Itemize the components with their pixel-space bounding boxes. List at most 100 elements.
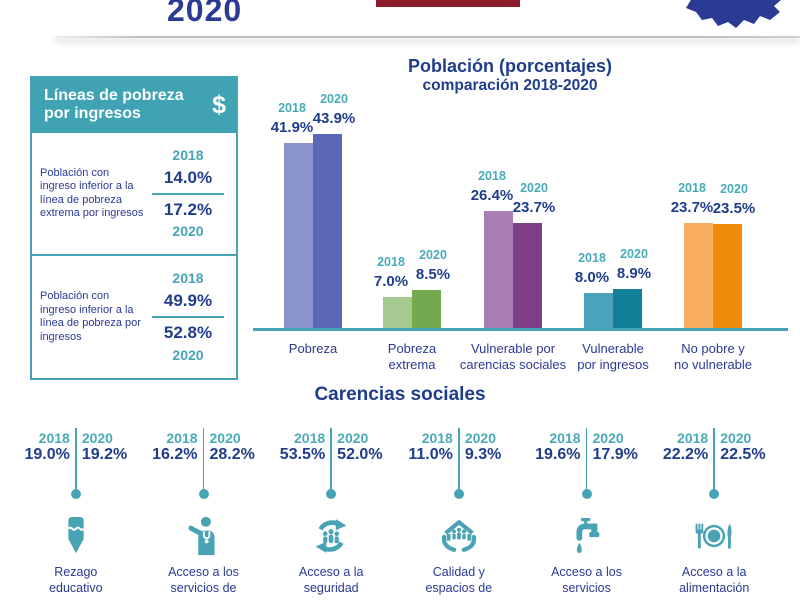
poverty-line-label: Población con ingreso inferior a la líne… (40, 290, 141, 343)
carencia-item: 2018 2020 16.2% 28.2% Acceso a los servi… (140, 424, 268, 600)
carencia-item: 2018 2020 19.6% 17.9% Acceso a los servi… (523, 424, 651, 600)
carencia-item: 2018 2020 11.0% 9.3% Calidad y espacios … (395, 424, 523, 600)
carencia-year-2020: 2020 (337, 430, 369, 446)
carencia-divider-line (458, 428, 460, 494)
chart-titles: Población (porcentajes) comparación 2018… (320, 56, 700, 95)
carencia-connector-dot (581, 489, 592, 499)
bar-year-label: 2020 (320, 91, 348, 106)
bar-year-label: 2020 (720, 182, 748, 197)
carencia-divider-line (75, 428, 77, 494)
carencia-value-2020: 17.9% (592, 446, 638, 463)
carencia-value-2018: 11.0% (408, 446, 453, 463)
carencia-values: 11.0% 9.3% (395, 446, 523, 464)
carencia-year-2018: 2018 (38, 430, 70, 446)
carencia-divider-line (585, 428, 588, 494)
carencia-label: Rezago educativo (49, 565, 103, 595)
category-label: No pobre y no vulnerable (673, 341, 753, 372)
bar-2018-group5 (684, 223, 713, 328)
poverty-lines-box-header: Líneas de pobreza por ingresos $ (32, 78, 236, 133)
bar-2020-group5 (713, 224, 742, 328)
poverty-line-values: 2018 49.9% 52.8% 2020 (146, 268, 230, 366)
bar-2020-group2 (412, 290, 441, 328)
bar-year-label: 2018 (278, 100, 306, 115)
carencia-item: 2018 2020 53.5% 52.0% Acceso a la seguri… (267, 424, 395, 600)
bar-year-label: 2020 (419, 248, 447, 263)
carencia-year-2020: 2020 (720, 430, 752, 446)
carencias-indicators: 2018 2020 19.0% 19.2% Rezago educativo 2… (12, 424, 778, 600)
poverty-line-label: Población con ingreso inferior a la líne… (40, 166, 144, 219)
carencia-value-2018: 22.2% (662, 446, 709, 463)
bar-year-label: 2018 (478, 169, 506, 184)
carencia-value-2018: 53.5% (279, 446, 326, 463)
carencia-values: 19.0% 19.2% (12, 446, 140, 464)
carencia-year-2020: 2020 (592, 430, 624, 446)
value-separator-line (152, 192, 224, 195)
value-bottom: 52.8% (163, 323, 213, 343)
category-label: Pobreza extrema (387, 341, 437, 372)
carencia-value-2018: 19.6% (535, 446, 581, 463)
poverty-lines-box: Líneas de pobreza por ingresos $ Poblaci… (30, 76, 238, 380)
bar-value-label: 8.0% (574, 268, 610, 286)
year-top-label: 2018 (172, 146, 204, 163)
year-bottom-label: 2020 (172, 346, 204, 363)
bar-2018-group1 (284, 142, 313, 328)
poverty-line-row: Población con ingreso inferior a la líne… (32, 133, 236, 255)
carencias-title: Carencias sociales (314, 384, 486, 405)
water-tap-icon (564, 513, 610, 559)
category-label: Vulnerable por ingresos (577, 341, 649, 372)
chart-subtitle: comparación 2018-2020 (422, 77, 598, 94)
carencia-connector-dot (709, 489, 720, 499)
dollar-icon: $ (212, 91, 226, 120)
carencia-label: Acceso a los servicios de (168, 565, 239, 595)
carencia-connector-dot (326, 489, 337, 499)
carencia-value-2018: 16.2% (152, 446, 198, 463)
category-label: Pobreza (288, 341, 338, 356)
category-label: Vulnerable por carencias sociales (459, 341, 567, 372)
header-divider (55, 36, 800, 38)
carencia-year-2020: 2020 (464, 430, 496, 446)
carencia-label: Calidad y espacios de (425, 565, 493, 595)
carencia-years: 2018 2020 (267, 430, 395, 446)
carencia-value-2020: 28.2% (209, 446, 255, 463)
carencia-label: Acceso a los servicios (551, 565, 622, 595)
poverty-line-row: Población con ingreso inferior a la líne… (32, 254, 236, 378)
chart-baseline-axis (253, 328, 788, 331)
bar-2020-group4 (613, 288, 642, 328)
carencia-item: 2018 2020 19.0% 19.2% Rezago educativo (12, 424, 140, 600)
carencia-values: 53.5% 52.0% (267, 446, 395, 464)
bar-value-label: 41.9% (270, 118, 314, 136)
carencia-years: 2018 2020 (650, 430, 778, 446)
carencia-values: 16.2% 28.2% (140, 446, 268, 464)
carencia-connector-dot (198, 489, 209, 499)
bar-value-label: 26.4% (470, 187, 514, 205)
value-bottom: 17.2% (163, 199, 213, 219)
carencia-year-2018: 2018 (677, 430, 709, 446)
carencia-value-2020: 52.0% (337, 446, 383, 463)
value-top: 49.9% (163, 291, 213, 311)
value-separator-line (152, 316, 224, 319)
logo-year: 2020 (167, 0, 243, 28)
poverty-line-values: 2018 14.0% 17.2% 2020 (146, 145, 230, 243)
top-banner-bar (376, 0, 520, 7)
housing-icon (436, 513, 482, 559)
value-top: 14.0% (163, 167, 213, 187)
bar-year-label: 2020 (520, 181, 548, 196)
bar-value-label: 8.5% (415, 266, 451, 284)
carencia-year-2020: 2020 (81, 430, 113, 446)
carencia-values: 19.6% 17.9% (523, 446, 651, 464)
carencia-years: 2018 2020 (523, 430, 651, 446)
bar-2018-group3 (484, 211, 513, 328)
carencia-divider-line (713, 428, 715, 494)
carencia-value-2018: 19.0% (24, 446, 70, 463)
carencia-years: 2018 2020 (140, 430, 268, 446)
carencia-years: 2018 2020 (395, 430, 523, 446)
year-bottom-label: 2020 (172, 223, 204, 240)
state-map-icon (684, 0, 784, 32)
bar-year-label: 2018 (678, 181, 706, 196)
carencia-value-2020: 19.2% (81, 446, 128, 463)
bar-2018-group2 (383, 297, 412, 328)
carencia-year-2018: 2018 (549, 430, 581, 446)
year-top-label: 2018 (172, 270, 204, 287)
bar-value-label: 23.5% (712, 200, 756, 218)
pencil-icon (53, 513, 99, 559)
